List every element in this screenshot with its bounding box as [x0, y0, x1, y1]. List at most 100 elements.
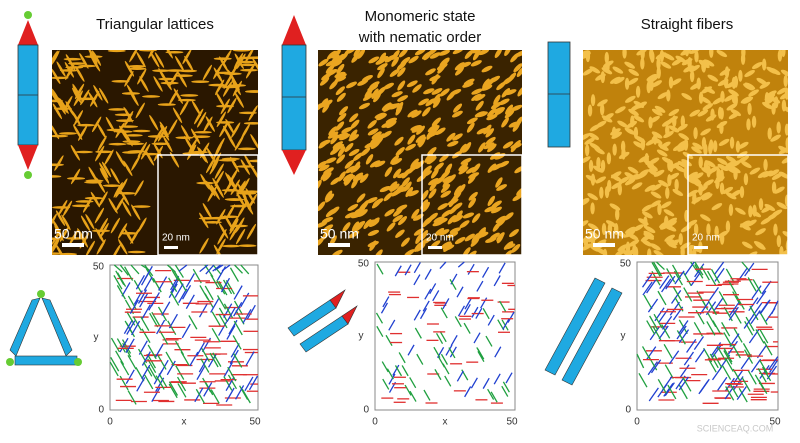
afm-feature	[717, 106, 723, 119]
afm-feature	[328, 126, 338, 136]
afm-feature	[654, 105, 666, 113]
afm-feature	[319, 98, 329, 108]
sim-segment	[636, 353, 645, 369]
sim-segment	[653, 313, 663, 329]
afm-feature	[353, 161, 361, 173]
afm-image	[52, 50, 258, 255]
afm-feature	[203, 116, 213, 133]
afm-feature	[681, 159, 692, 167]
sim-segment	[683, 351, 695, 366]
afm-feature	[432, 93, 441, 104]
afm-feature	[381, 102, 392, 111]
afm-feature	[423, 50, 433, 61]
afm-feature	[115, 151, 126, 167]
afm-feature	[422, 165, 432, 175]
afm-feature	[59, 132, 78, 135]
afm-feature	[439, 153, 449, 163]
afm-feature	[440, 241, 452, 249]
afm-feature	[495, 177, 503, 188]
sim-segment	[440, 353, 448, 365]
sim-segment	[723, 332, 733, 347]
afm-feature	[240, 159, 250, 175]
sim-segment	[683, 287, 693, 302]
sim-segment	[221, 264, 231, 272]
afm-feature	[459, 61, 472, 68]
afm-texture	[52, 50, 258, 255]
afm-feature	[448, 196, 457, 208]
sim-segment	[151, 387, 161, 403]
sim-segment	[648, 387, 659, 402]
afm-feature	[476, 127, 488, 135]
afm-feature	[175, 55, 185, 72]
sim-segment	[752, 279, 762, 294]
sim-segment	[233, 353, 243, 368]
afm-feature	[648, 169, 659, 177]
afm-feature	[778, 171, 788, 179]
afm-feature	[416, 125, 425, 135]
sim-segment	[140, 264, 150, 271]
sim-segment	[110, 337, 121, 353]
afm-feature	[653, 250, 665, 255]
afm-image	[318, 50, 522, 255]
afm-feature	[755, 228, 766, 236]
afm-feature	[663, 53, 675, 61]
panel-title: Monomeric state	[365, 8, 476, 25]
afm-feature	[425, 98, 436, 107]
afm-feature	[214, 163, 224, 180]
afm-feature	[414, 50, 426, 56]
afm-feature	[611, 174, 622, 182]
afm-feature	[693, 223, 699, 236]
afm-feature	[696, 77, 701, 90]
afm-feature	[464, 233, 475, 242]
sim-segment	[225, 387, 235, 403]
afm-feature	[703, 59, 715, 67]
afm-feature	[587, 193, 598, 201]
sim-segment	[485, 335, 493, 347]
afm-feature	[334, 71, 346, 78]
sim-segment	[147, 344, 157, 360]
afm-feature	[222, 244, 241, 248]
afm-feature	[377, 63, 388, 71]
afm-feature	[329, 206, 340, 215]
afm-feature	[88, 166, 98, 183]
sim-segment	[127, 390, 137, 405]
afm-feature	[412, 213, 424, 221]
afm-feature	[115, 196, 125, 212]
afm-feature	[337, 146, 346, 157]
afm-feature	[778, 147, 788, 155]
afm-feature	[689, 109, 701, 117]
afm-feature	[184, 55, 194, 72]
sim-segment	[657, 379, 667, 394]
afm-feature	[779, 246, 784, 255]
icon-long	[17, 11, 39, 179]
afm-feature	[127, 64, 146, 68]
afm-feature	[220, 98, 230, 115]
sim-segment	[724, 357, 734, 372]
afm-feature	[199, 237, 209, 254]
afm-feature	[180, 125, 191, 141]
afm-feature	[702, 103, 714, 111]
afm-feature	[395, 229, 405, 238]
afm-feature	[111, 244, 121, 255]
afm-feature	[202, 203, 212, 219]
sim-segment	[769, 359, 779, 373]
sim-segment	[246, 304, 256, 320]
afm-feature	[94, 207, 105, 224]
afm-feature	[97, 123, 107, 139]
afm-feature	[687, 189, 698, 197]
sim-segment	[448, 347, 456, 359]
afm-feature	[245, 90, 258, 93]
sim-segment	[216, 279, 226, 295]
afm-feature	[724, 161, 736, 169]
sim-segment	[646, 346, 657, 361]
afm-feature	[504, 50, 512, 57]
afm-feature	[617, 244, 629, 252]
afm-feature	[62, 200, 73, 217]
afm-feature	[231, 122, 241, 138]
sim-segment	[188, 315, 198, 330]
afm-feature	[323, 167, 334, 175]
afm-feature	[369, 81, 380, 89]
afm-feature	[216, 238, 226, 255]
afm-feature	[132, 205, 151, 208]
sim-segment	[722, 365, 732, 380]
